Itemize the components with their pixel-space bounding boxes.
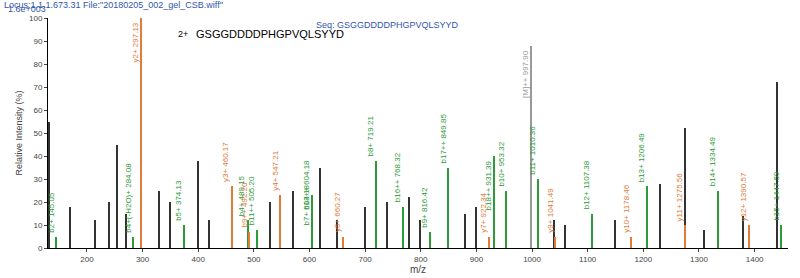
svg-text:b9++ 492.20: b9++ 492.20 [240,182,249,227]
svg-text:1100: 1100 [579,255,597,264]
svg-text:b18++ 931.39: b18++ 931.39 [484,160,493,210]
svg-text:800: 800 [414,255,428,264]
svg-text:b9+ 816.42: b9+ 816.42 [420,187,429,228]
svg-text:60: 60 [33,106,42,115]
svg-text:2+: 2+ [178,29,188,39]
svg-text:b15+ 1447.59: b15+ 1447.59 [772,171,781,221]
svg-text:y4+ 547.21: y4+ 547.21 [271,150,280,190]
svg-text:y9+ 1041.49: y9+ 1041.49 [546,188,555,233]
svg-text:b4+ 489.15: b4+ 489.15 [237,175,246,216]
svg-text:1.6e+003: 1.6e+003 [8,4,46,14]
svg-text:10: 10 [33,221,42,230]
svg-text:300: 300 [136,255,150,264]
svg-text:600: 600 [303,255,317,264]
svg-text:b13++ 604.18: b13++ 604.18 [302,160,311,210]
svg-text:b16++ 768.32: b16++ 768.32 [393,152,402,202]
svg-text:1200: 1200 [634,255,652,264]
svg-text:b11+ 1010.36: b11+ 1010.36 [528,126,537,175]
svg-text:b2+ 145.05: b2+ 145.05 [47,192,56,233]
svg-text:50: 50 [33,129,42,138]
svg-text:y2+ 297.13: y2+ 297.13 [131,22,140,62]
svg-text:b5+ 374.13: b5+ 374.13 [174,180,183,221]
svg-text:Seq: GSGGDDDDPHGPVQLSYYD: Seq: GSGGDDDDPHGPVQLSYYD [316,20,459,30]
svg-text:200: 200 [80,255,94,264]
svg-text:b8+ 719.21: b8+ 719.21 [366,116,375,157]
svg-text:30: 30 [33,175,42,184]
svg-text:b11++ 505.20: b11++ 505.20 [247,176,256,225]
svg-text:b7+ 604.18: b7+ 604.18 [302,185,311,226]
svg-text:b13+ 1206.49: b13+ 1206.49 [637,133,646,183]
svg-text:b12+ 1107.38: b12+ 1107.38 [582,160,591,209]
svg-text:Locus:1.1.1.673.31 File:"20180: Locus:1.1.1.673.31 File:"20180205_002_ge… [4,0,223,10]
svg-text:700: 700 [358,255,372,264]
svg-text:90: 90 [33,37,42,46]
svg-text:y12+ 1390.57: y12+ 1390.57 [739,172,748,221]
svg-text:0: 0 [38,244,43,253]
svg-text:y5+ 660.27: y5+ 660.27 [333,192,342,232]
svg-text:y10+ 1178.46: y10+ 1178.46 [622,184,631,233]
svg-text:b10+ 953.32: b10+ 953.32 [497,141,506,186]
svg-text:1300: 1300 [690,255,708,264]
svg-text:900: 900 [470,255,484,264]
svg-text:500: 500 [247,255,261,264]
svg-text:1400: 1400 [746,255,764,264]
svg-text:b14+ 1334.49: b14+ 1334.49 [708,136,717,186]
svg-text:m/z: m/z [410,264,426,275]
svg-text:100: 100 [29,14,43,23]
svg-text:y3+ 460.17: y3+ 460.17 [221,142,230,182]
svg-text:y11+ 1275.56: y11+ 1275.56 [675,173,684,222]
svg-text:[M]++ 997.90: [M]++ 997.90 [521,50,530,98]
svg-text:b4+(-H2O)+ 284.08: b4+(-H2O)+ 284.08 [124,163,133,233]
svg-text:Relative Intensity (%): Relative Intensity (%) [14,90,24,175]
svg-text:b17++ 849.85: b17++ 849.85 [439,114,448,164]
svg-text:40: 40 [33,152,42,161]
svg-text:20: 20 [33,198,42,207]
svg-text:y7+ 922.34: y7+ 922.34 [479,192,488,232]
svg-text:1000: 1000 [523,255,541,264]
svg-text:400: 400 [192,255,206,264]
svg-text:GSGGDDDDPHGPVQLSYYD: GSGGDDDDPHGPVQLSYYD [196,28,344,40]
svg-text:70: 70 [33,83,42,92]
svg-text:80: 80 [33,60,42,69]
